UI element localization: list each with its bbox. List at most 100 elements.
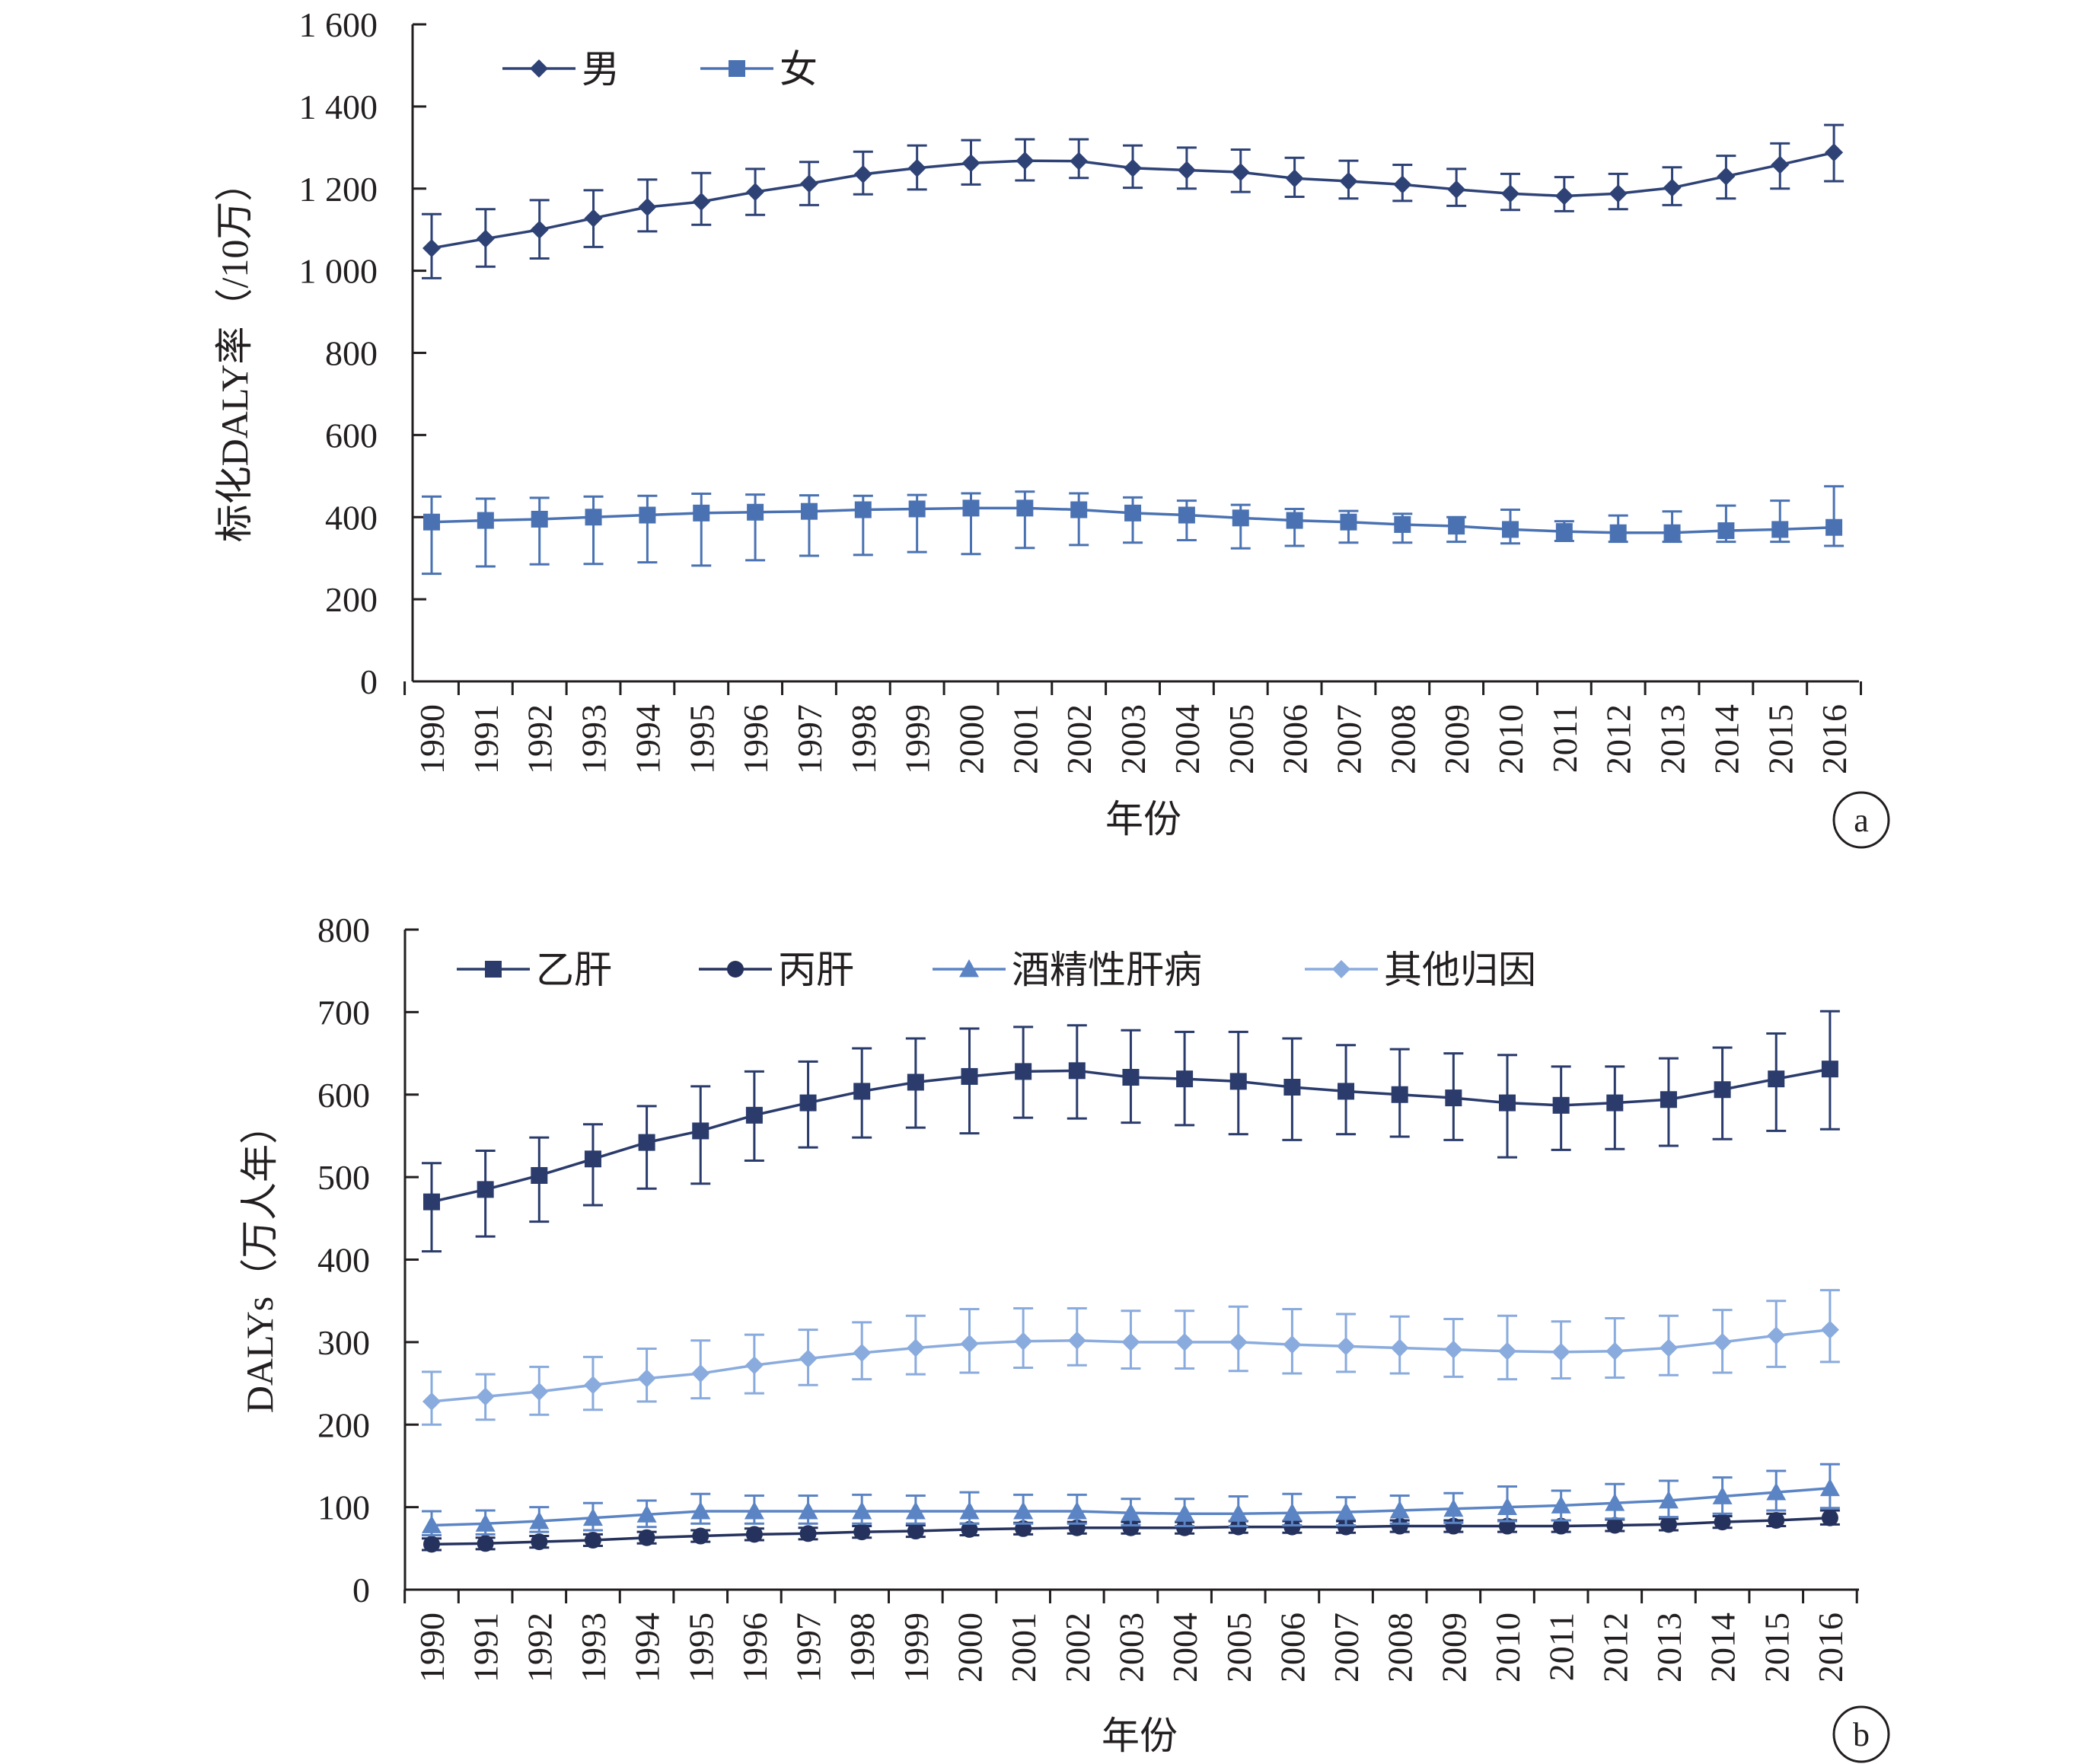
- data-point: [1717, 522, 1735, 540]
- data-point: [1552, 1517, 1570, 1535]
- data-point: [639, 506, 656, 524]
- x-tick-label: 2012: [1599, 704, 1638, 774]
- data-point: [960, 1335, 979, 1354]
- data-point: [1825, 518, 1843, 536]
- data-point: [1283, 1078, 1301, 1096]
- data-point: [477, 512, 494, 529]
- data-point: [529, 1511, 550, 1530]
- data-point: [1338, 1518, 1355, 1536]
- x-tick-label: 2012: [1596, 1612, 1634, 1683]
- legend-marker: [727, 961, 744, 978]
- data-point: [853, 1343, 872, 1362]
- data-point: [690, 1501, 711, 1520]
- y-tick-label: 800: [325, 334, 378, 373]
- legend-label: 男: [582, 48, 620, 91]
- data-point: [907, 158, 926, 177]
- x-tick-label: 1999: [898, 704, 937, 774]
- x-tick-label: 2010: [1488, 1612, 1527, 1683]
- x-tick-label: 2000: [952, 704, 991, 774]
- panel-label: a: [1854, 802, 1869, 839]
- data-point: [1394, 515, 1411, 533]
- data-point: [905, 1501, 926, 1520]
- legend-label: 丙肝: [778, 949, 854, 991]
- legend-marker: [485, 961, 502, 978]
- data-point: [422, 238, 441, 257]
- x-tick-label: 2002: [1058, 1612, 1097, 1683]
- data-point: [422, 1392, 441, 1411]
- data-point: [853, 1523, 871, 1541]
- x-tick-label: 2010: [1491, 704, 1530, 774]
- data-point: [1015, 1063, 1032, 1080]
- data-point: [1338, 1083, 1355, 1100]
- x-tick-label: 1999: [897, 1612, 936, 1683]
- x-tick-label: 2002: [1060, 704, 1098, 774]
- data-point: [1551, 1495, 1571, 1514]
- legend-label: 女: [780, 48, 818, 91]
- y-tick-label: 1 400: [299, 88, 378, 126]
- data-point: [1014, 1332, 1033, 1351]
- data-point: [1554, 187, 1574, 206]
- data-point: [799, 174, 818, 193]
- x-tick-label: 1993: [574, 1612, 613, 1683]
- data-point: [1443, 1498, 1464, 1517]
- x-tick-label: 1998: [844, 704, 883, 774]
- data-point: [1124, 504, 1142, 522]
- data-point: [1124, 158, 1143, 177]
- x-tick-label: 2014: [1704, 1612, 1742, 1683]
- y-tick-label: 600: [317, 1076, 370, 1115]
- data-point: [961, 1067, 978, 1085]
- x-axis-title: 年份: [1105, 798, 1181, 841]
- data-point: [799, 1525, 817, 1542]
- x-tick-label: 2011: [1542, 1612, 1581, 1681]
- series-1: [422, 1509, 1840, 1553]
- y-tick-label: 400: [317, 1241, 370, 1280]
- legend-marker: [530, 59, 548, 78]
- data-point: [531, 1166, 548, 1184]
- x-tick-label: 2004: [1168, 704, 1207, 774]
- x-tick-label: 1998: [843, 1612, 882, 1683]
- data-point: [961, 154, 980, 173]
- data-point: [1771, 521, 1789, 538]
- y-tick-label: 1 600: [299, 5, 378, 44]
- data-point: [1766, 1482, 1787, 1501]
- data-point: [1176, 1519, 1194, 1536]
- data-point: [1337, 1337, 1356, 1356]
- panel-label-circle: [1832, 791, 1890, 849]
- x-tick-label: 2014: [1707, 704, 1746, 774]
- legend-label: 乙肝: [536, 949, 612, 991]
- y-tick-label: 300: [317, 1323, 370, 1362]
- data-point: [1499, 1094, 1516, 1112]
- data-point: [1178, 506, 1195, 524]
- x-tick-label: 1997: [790, 704, 829, 774]
- x-tick-label: 1990: [413, 704, 451, 774]
- series-3: [422, 1289, 1840, 1426]
- x-tick-label: 2003: [1114, 704, 1153, 774]
- data-point: [854, 501, 872, 518]
- x-tick-label: 1992: [521, 704, 560, 774]
- data-point: [908, 500, 926, 518]
- data-point: [531, 1533, 548, 1551]
- series-2: [422, 1463, 1840, 1536]
- legend-marker: [729, 60, 745, 77]
- data-point: [1013, 1501, 1034, 1520]
- x-tick-label: 2016: [1815, 704, 1854, 774]
- data-point: [1391, 1086, 1408, 1103]
- data-point: [907, 1073, 924, 1091]
- data-point: [1501, 184, 1519, 203]
- data-point: [582, 1507, 603, 1526]
- y-tick-label: 1 200: [299, 170, 378, 209]
- x-tick-label: 2007: [1327, 1612, 1366, 1683]
- data-point: [852, 1501, 872, 1520]
- x-tick-label: 2001: [1006, 704, 1044, 774]
- data-point: [744, 1501, 764, 1520]
- data-point: [853, 1083, 871, 1100]
- data-point: [1663, 178, 1682, 197]
- data-point: [530, 1382, 549, 1401]
- y-tick-label: 200: [325, 580, 378, 619]
- data-point: [1391, 1517, 1408, 1535]
- data-point: [423, 1536, 440, 1553]
- legend-entry-1: 丙肝: [699, 949, 854, 991]
- data-point: [530, 220, 549, 239]
- data-point: [1658, 1490, 1679, 1509]
- x-axis-title: 年份: [1102, 1715, 1178, 1757]
